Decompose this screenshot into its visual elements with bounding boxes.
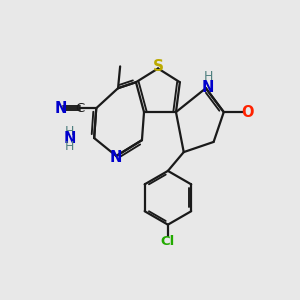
Text: O: O: [241, 105, 254, 120]
Text: C: C: [75, 102, 84, 115]
Text: H: H: [203, 70, 213, 83]
Text: N: N: [55, 101, 67, 116]
Text: N: N: [202, 80, 214, 95]
Text: H: H: [65, 140, 74, 153]
Text: N: N: [110, 150, 122, 165]
Text: Cl: Cl: [161, 236, 175, 248]
Text: S: S: [153, 59, 164, 74]
Text: N: N: [63, 131, 76, 146]
Text: H: H: [65, 125, 74, 138]
